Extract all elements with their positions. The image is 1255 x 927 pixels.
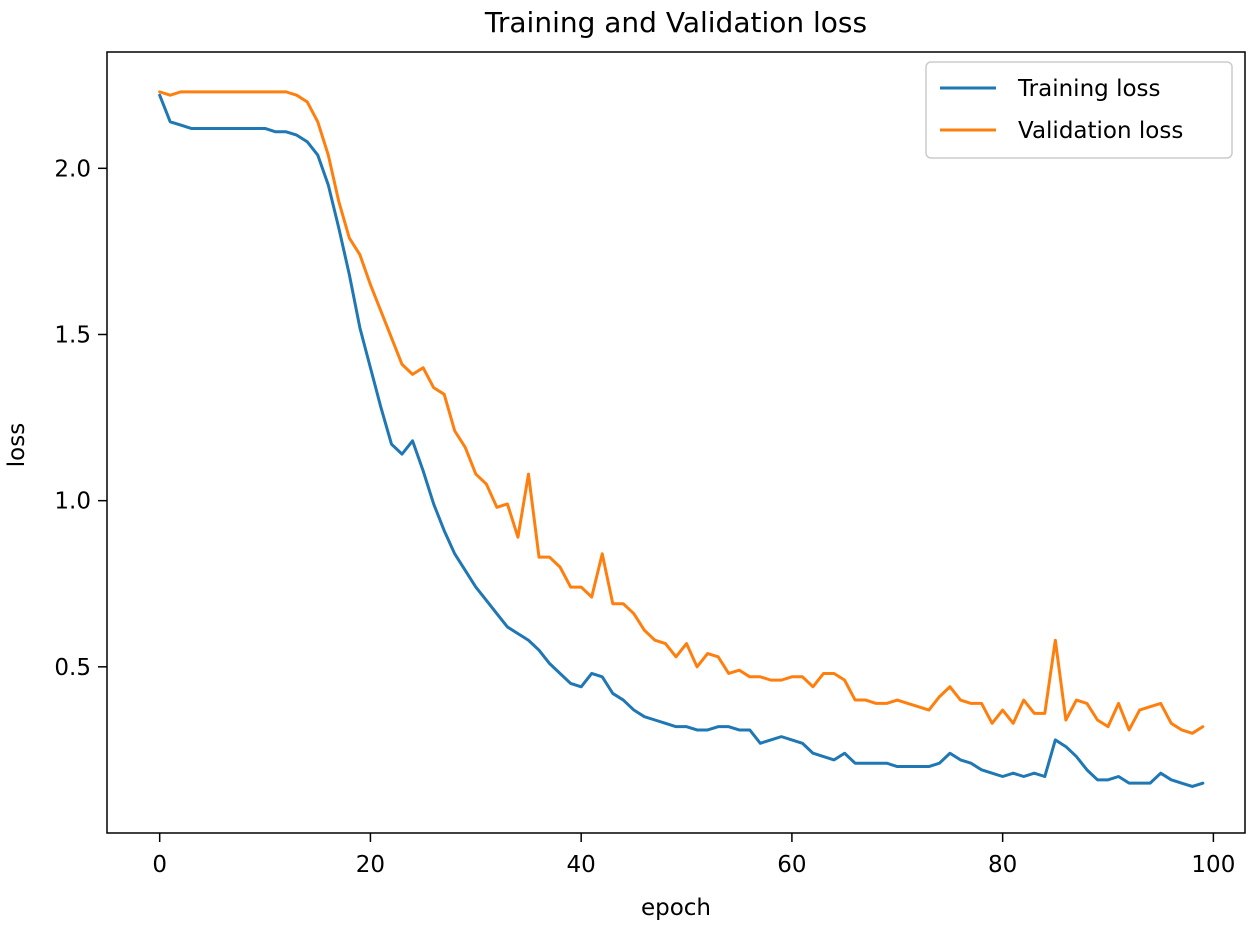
y-tick-label: 1.5 — [54, 322, 91, 348]
series-layer — [158, 90, 1205, 788]
chart-title: Training and Validation loss — [484, 6, 867, 39]
series-line-validation-loss — [158, 90, 1205, 735]
x-tick-label: 40 — [567, 852, 596, 878]
x-tick-label: 0 — [152, 852, 167, 878]
x-tick-label: 100 — [1191, 852, 1235, 878]
y-axis: 0.5 1.0 1.5 2.0 — [54, 156, 107, 681]
x-tick-label: 80 — [988, 852, 1017, 878]
x-axis: 0 20 40 60 80 100 — [152, 833, 1235, 878]
legend-label-validation-loss: Validation loss — [1018, 118, 1183, 144]
plot-frame — [106, 51, 1246, 834]
y-tick-label: 1.0 — [54, 489, 91, 515]
x-axis-label: epoch — [641, 895, 711, 921]
y-tick-label: 0.5 — [54, 655, 91, 681]
x-tick-label: 20 — [356, 852, 385, 878]
y-tick-label: 2.0 — [54, 156, 91, 182]
legend: Training loss Validation loss — [925, 61, 1233, 159]
legend-label-training-loss: Training loss — [1017, 76, 1161, 102]
y-axis-label: loss — [4, 423, 30, 467]
series-line-training-loss — [158, 93, 1205, 788]
x-tick-label: 60 — [777, 852, 806, 878]
legend-box — [925, 61, 1233, 159]
